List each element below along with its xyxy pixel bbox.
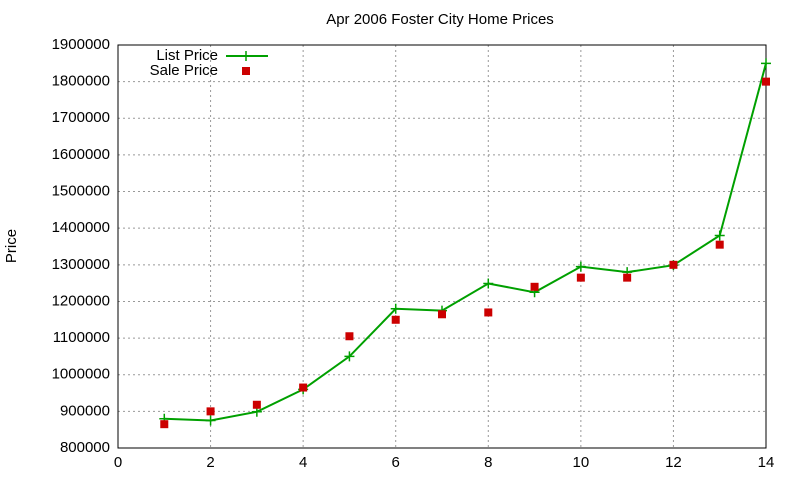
x-tick-label: 6	[392, 454, 400, 471]
y-tick-label: 1300000	[52, 256, 110, 273]
point	[391, 315, 400, 324]
legend-marker	[242, 67, 250, 75]
point	[160, 420, 169, 429]
point	[623, 273, 632, 282]
point	[206, 407, 215, 416]
y-tick-label: 1600000	[52, 146, 110, 163]
y-tick-label: 1200000	[52, 292, 110, 309]
chart-title: Apr 2006 Foster City Home Prices	[326, 11, 554, 28]
plot-border	[117, 44, 767, 449]
series-line	[164, 63, 767, 422]
legend-label: Sale Price	[150, 62, 218, 79]
point	[390, 303, 401, 314]
point	[575, 261, 586, 272]
y-tick-label: 1400000	[52, 219, 110, 236]
point	[252, 400, 261, 409]
x-tick-label: 4	[299, 454, 307, 471]
point	[761, 58, 771, 69]
point	[669, 260, 678, 269]
x-tick-label: 8	[484, 454, 492, 471]
x-tick-label: 0	[114, 454, 122, 471]
point	[530, 282, 539, 291]
y-tick-label: 1700000	[52, 109, 110, 126]
y-tick-label: 1900000	[52, 36, 110, 53]
point	[576, 273, 585, 282]
x-tick-label: 2	[206, 454, 214, 471]
y-tick-label: 900000	[60, 402, 110, 419]
point	[483, 278, 494, 289]
x-tick-label: 12	[665, 454, 682, 471]
y-tick-label: 1800000	[52, 73, 110, 90]
y-axis-label: Price	[3, 229, 20, 263]
point	[299, 383, 308, 392]
point	[344, 351, 355, 362]
point	[345, 332, 354, 341]
point	[484, 308, 493, 317]
point	[714, 230, 725, 241]
legend-marker	[241, 51, 251, 61]
legend-label: List Price	[156, 47, 218, 64]
y-tick-label: 1100000	[53, 329, 110, 346]
point	[205, 415, 216, 426]
point	[762, 77, 770, 86]
point	[438, 310, 446, 319]
y-tick-label: 1000000	[52, 366, 110, 383]
y-tick-label: 1500000	[52, 183, 110, 200]
y-tick-label: 800000	[60, 439, 110, 456]
x-tick-label: 14	[758, 454, 775, 471]
point	[715, 240, 724, 249]
x-tick-label: 10	[573, 454, 590, 471]
